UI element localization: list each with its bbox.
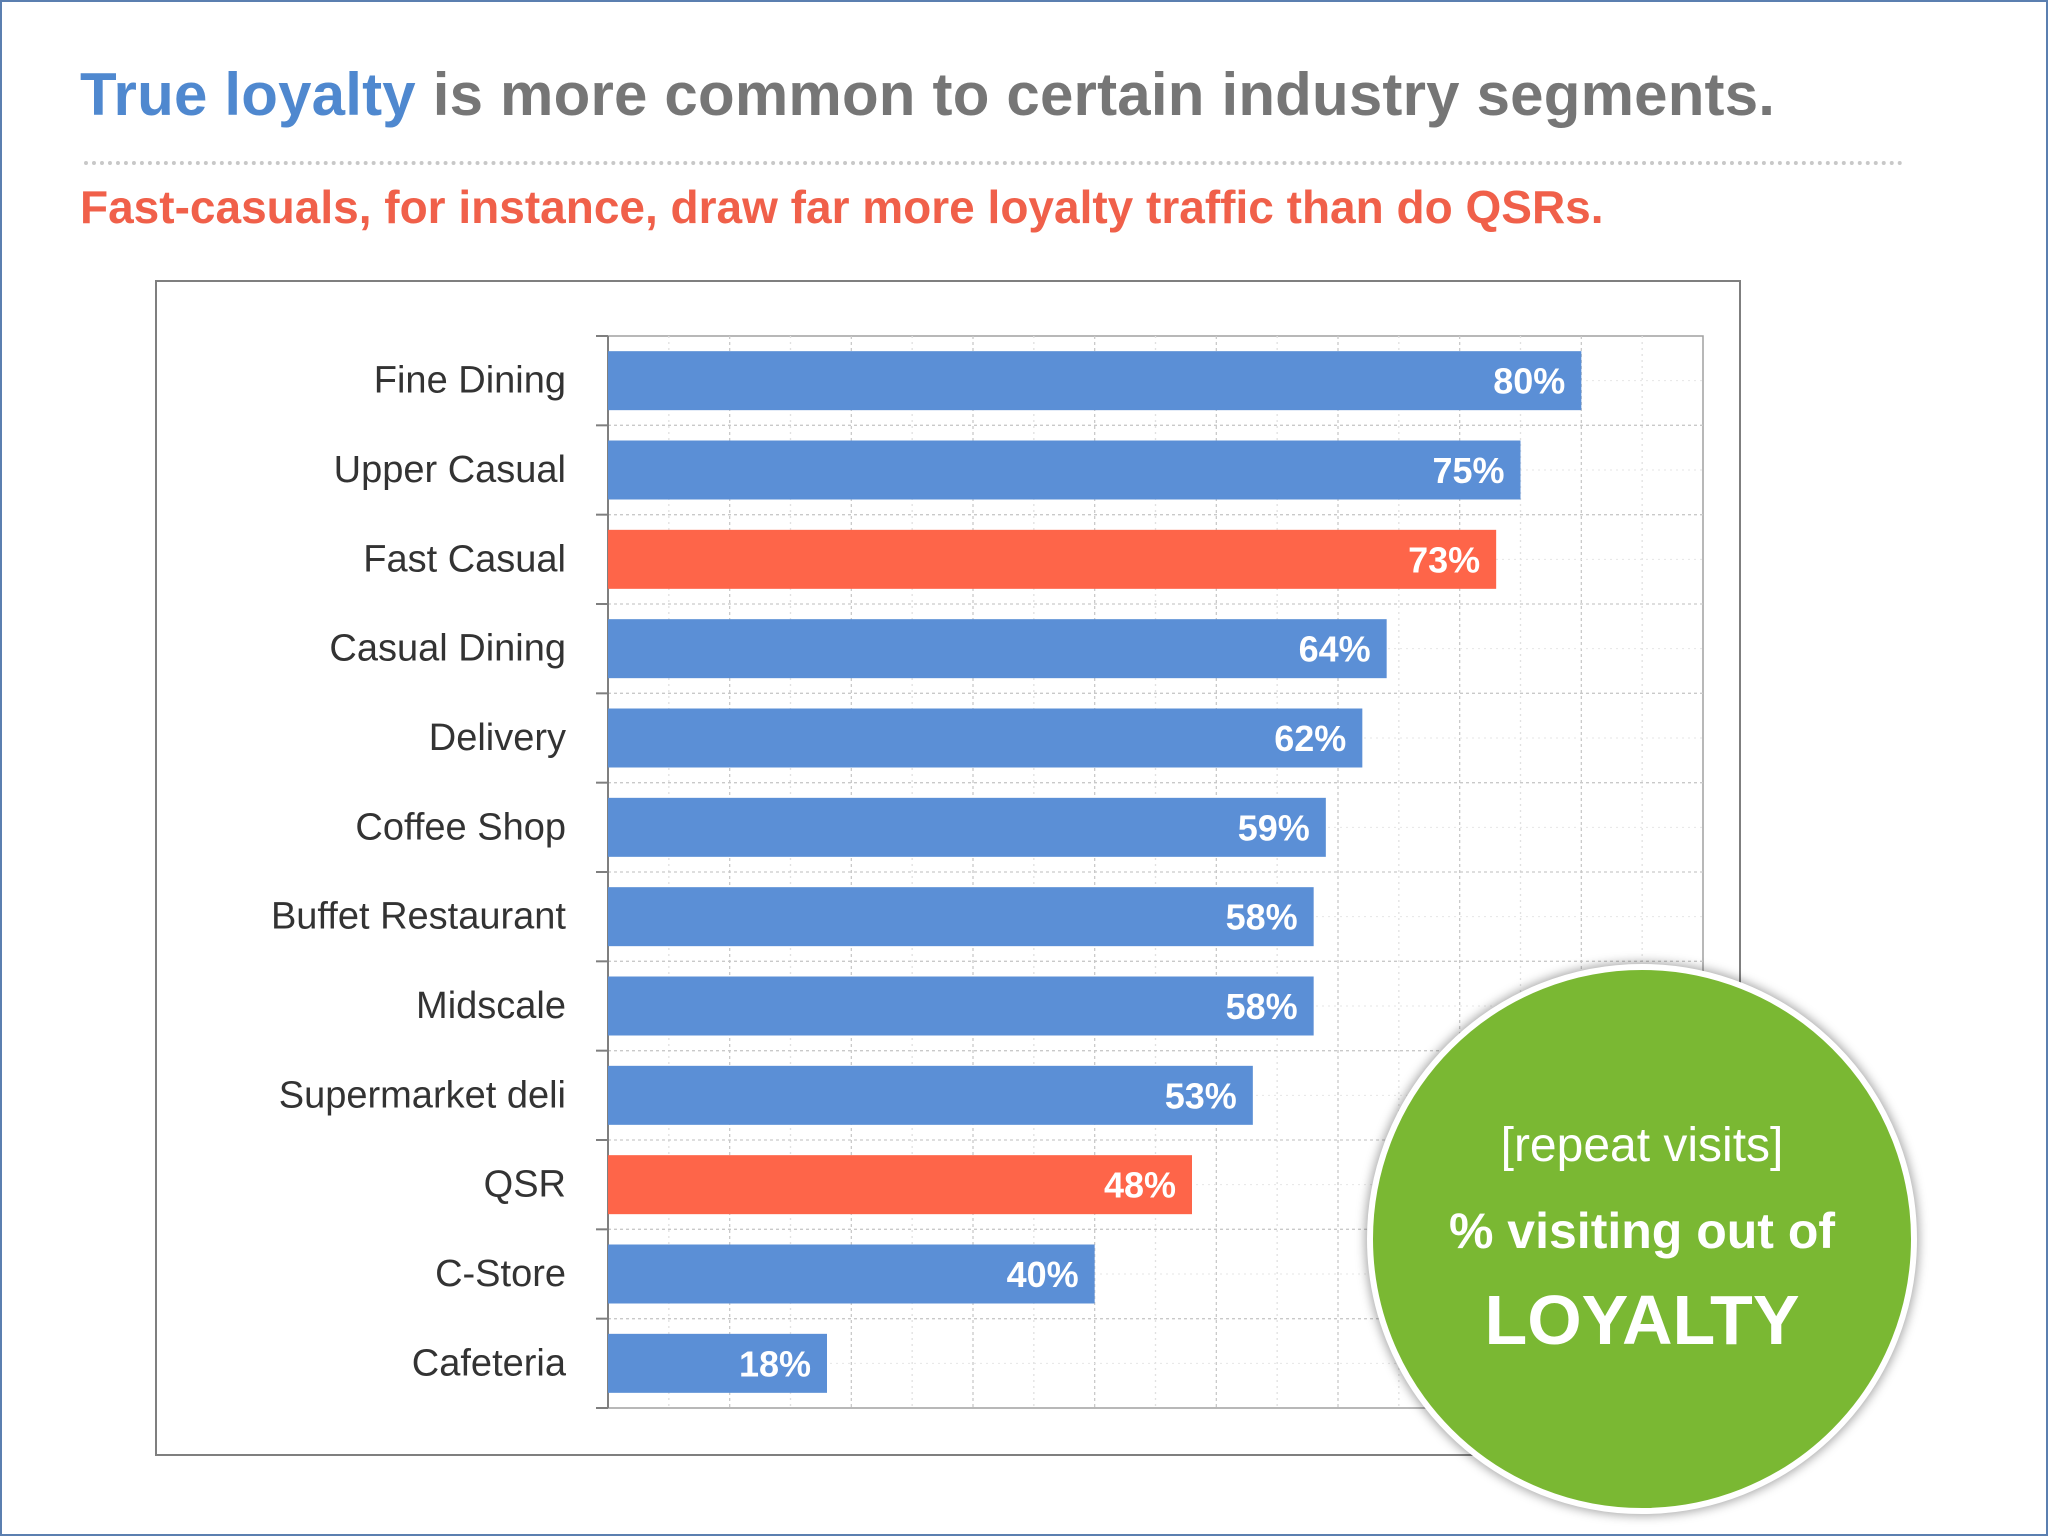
bar-casual-dining bbox=[608, 619, 1387, 679]
category-label: Supermarket deli bbox=[279, 1074, 566, 1116]
badge-keyword: LOYALTY bbox=[1484, 1281, 1800, 1359]
category-label: Cafeteria bbox=[412, 1342, 567, 1384]
badge-description: % visiting out of bbox=[1448, 1203, 1836, 1259]
bar-coffee-shop bbox=[608, 797, 1326, 857]
data-label: 53% bbox=[1165, 1075, 1237, 1116]
bar-c-store bbox=[608, 1244, 1095, 1304]
loyalty-badge: [repeat visits] % visiting out of LOYALT… bbox=[1367, 964, 1917, 1514]
category-label: Delivery bbox=[429, 717, 566, 759]
title-highlight: True loyalty bbox=[80, 61, 416, 128]
dotted-divider bbox=[84, 161, 1904, 165]
data-label: 73% bbox=[1408, 539, 1480, 580]
category-label: Upper Casual bbox=[334, 449, 566, 491]
data-label: 59% bbox=[1238, 807, 1310, 848]
category-label: QSR bbox=[484, 1164, 566, 1206]
bar-delivery bbox=[608, 708, 1363, 768]
page-title: True loyalty is more common to certain i… bbox=[80, 60, 1775, 129]
data-label: 48% bbox=[1104, 1165, 1176, 1206]
data-label: 62% bbox=[1274, 718, 1346, 759]
category-label: Buffet Restaurant bbox=[271, 896, 566, 938]
data-label: 40% bbox=[1007, 1254, 1079, 1295]
title-rest: is more common to certain industry segme… bbox=[415, 61, 1776, 128]
bar-supermarket-deli bbox=[608, 1065, 1253, 1125]
data-label: 80% bbox=[1493, 361, 1565, 402]
data-label: 64% bbox=[1299, 629, 1371, 670]
bar-fine-dining bbox=[608, 351, 1582, 411]
bar-cafeteria bbox=[608, 1333, 827, 1393]
category-label: Coffee Shop bbox=[355, 806, 566, 848]
data-label: 75% bbox=[1432, 450, 1504, 491]
page-subtitle: Fast-casuals, for instance, draw far mor… bbox=[80, 181, 1604, 233]
category-label: Midscale bbox=[416, 985, 566, 1027]
bar-buffet-restaurant bbox=[608, 887, 1314, 947]
badge-caption: [repeat visits] bbox=[1500, 1119, 1784, 1172]
data-label: 58% bbox=[1226, 897, 1298, 938]
chart-frame: 80% Fine Dining 75% Upper Casual 73% Fast Cas… bbox=[155, 280, 1741, 1456]
data-label: 58% bbox=[1226, 986, 1298, 1027]
category-label: Casual Dining bbox=[329, 628, 566, 670]
bar-chart: 80% Fine Dining 75% Upper Casual 73% Fast Cas… bbox=[271, 335, 1704, 1409]
bar-qsr bbox=[608, 1155, 1192, 1215]
bar-midscale bbox=[608, 976, 1314, 1036]
category-label: C-Store bbox=[435, 1253, 566, 1295]
category-label: Fine Dining bbox=[374, 360, 566, 402]
category-label: Fast Casual bbox=[363, 538, 566, 580]
data-label: 18% bbox=[739, 1343, 811, 1384]
bar-upper-casual bbox=[608, 440, 1521, 500]
bar-fast-casual bbox=[608, 529, 1497, 589]
